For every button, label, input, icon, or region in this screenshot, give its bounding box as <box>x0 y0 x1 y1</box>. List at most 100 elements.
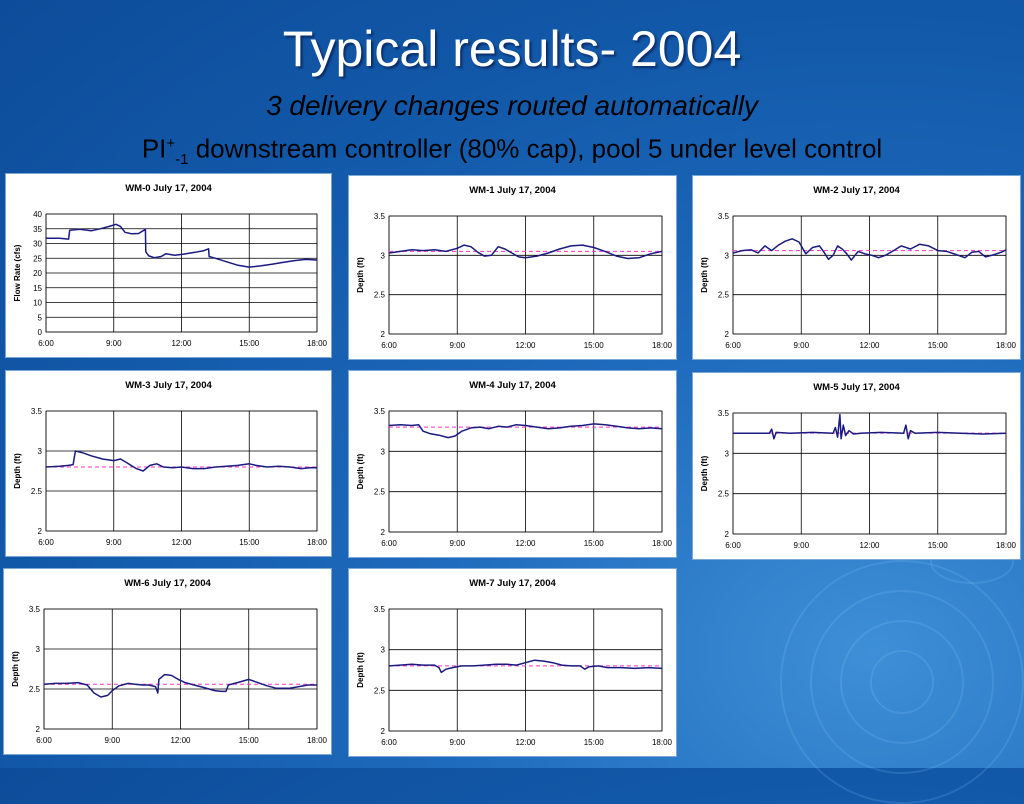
wm2-ytick-label: 2 <box>725 330 730 339</box>
wm2-ytick-label: 2.5 <box>718 291 730 300</box>
wm7-series-line <box>388 659 663 674</box>
wm6-xtick-label: 9:00 <box>104 736 120 745</box>
wm2-xtick-label: 6:00 <box>725 341 741 350</box>
wm4-ytick-label: 3 <box>381 447 386 456</box>
wm3-xtick-label: 15:00 <box>239 538 260 547</box>
wm6-series-line <box>43 673 317 698</box>
wm5-xtick-label: 6:00 <box>725 541 741 550</box>
wm5-xtick-label: 12:00 <box>859 541 880 550</box>
wm6-title: WM-6 July 17, 2004 <box>124 578 211 589</box>
wm3-series-line <box>45 450 317 472</box>
wm2-xtick-label: 9:00 <box>793 341 809 350</box>
wm3-xtick-label: 9:00 <box>106 538 122 547</box>
wm3-title: WM-3 July 17, 2004 <box>125 380 212 391</box>
wm4-ytick-label: 2 <box>381 528 386 537</box>
wm7-ytick-label: 3.5 <box>374 605 386 614</box>
chart-wm6: WM-6 July 17, 2004 2 2.5 3 3.5 6:00 9:00 12:00 1… <box>11 578 328 745</box>
chart-wm0: WM-0 July 17, 2004 0 5 10 15 20 25 30 35 40 6:00 9:… <box>13 183 328 348</box>
wm0-xtick-label: 9:00 <box>106 339 122 348</box>
wm6-ytick-label: 2 <box>36 725 41 734</box>
wm0-ytick-label: 40 <box>33 210 42 219</box>
wm4-xtick-label: 12:00 <box>515 539 536 548</box>
wm0-series-line <box>46 223 318 268</box>
wm0-xtick-label: 15:00 <box>239 339 260 348</box>
wm1-series-line <box>388 244 663 260</box>
wm5-series-line <box>733 413 1007 440</box>
chart-panel-wm6: WM-6 July 17, 2004 2 2.5 3 3.5 6:00 9:00 12:00 1… <box>3 568 332 755</box>
wm5-xtick-label: 9:00 <box>793 541 809 550</box>
wm4-series-line <box>388 423 663 439</box>
controller-description: downstream controller (80% cap), pool 5 … <box>188 133 883 164</box>
wm2-xtick-label: 15:00 <box>928 341 949 350</box>
wm6-ytick-label: 3.5 <box>29 605 41 614</box>
slide-title: Typical results- 2004 <box>282 21 742 77</box>
wm0-ylabel: Flow Rate (cfs) <box>13 244 22 301</box>
wm3-ytick-label: 2 <box>38 527 43 536</box>
wm1-xtick-label: 18:00 <box>652 341 673 350</box>
wm5-xtick-label: 18:00 <box>996 541 1017 550</box>
chart-panel-wm7: WM-7 July 17, 2004 2 2.5 3 3.5 6:00 9:00 12:00 1… <box>348 568 677 757</box>
wm3-ytick-label: 3.5 <box>31 407 43 416</box>
wm7-ytick-label: 3 <box>381 646 386 655</box>
wm0-ytick-label: 30 <box>33 240 42 249</box>
wm4-xtick-label: 18:00 <box>652 539 673 548</box>
wm4-title: WM-4 July 17, 2004 <box>469 380 556 391</box>
wm6-ylabel: Depth (ft) <box>11 651 20 687</box>
wm1-ytick-label: 2.5 <box>374 291 386 300</box>
wm2-ytick-label: 3 <box>725 251 730 260</box>
chart-wm7: WM-7 July 17, 2004 2 2.5 3 3.5 6:00 9:00 12:00 1… <box>356 578 673 747</box>
wm0-xtick-label: 6:00 <box>38 339 54 348</box>
wm6-xtick-label: 18:00 <box>307 736 328 745</box>
wm7-xtick-label: 6:00 <box>381 738 397 747</box>
wm7-xtick-label: 18:00 <box>652 738 673 747</box>
wm4-xtick-label: 15:00 <box>584 539 605 548</box>
wm0-ytick-label: 20 <box>33 269 42 278</box>
wm1-xtick-label: 9:00 <box>449 341 465 350</box>
wm7-ylabel: Depth (ft) <box>356 652 365 688</box>
wm4-xtick-label: 9:00 <box>449 539 465 548</box>
wm5-ytick-label: 2.5 <box>718 490 730 499</box>
wm1-xtick-label: 12:00 <box>515 341 536 350</box>
wm7-title: WM-7 July 17, 2004 <box>469 578 556 589</box>
wm7-ytick-label: 2.5 <box>374 686 386 695</box>
controller-prefix: PI <box>141 133 167 164</box>
wm3-xtick-label: 6:00 <box>38 538 54 547</box>
wm6-ytick-label: 2.5 <box>29 685 41 694</box>
wm7-xtick-label: 9:00 <box>449 738 465 747</box>
wm2-xtick-label: 12:00 <box>859 341 880 350</box>
wm5-title: WM-5 July 17, 2004 <box>813 382 900 393</box>
wm5-ytick-label: 2 <box>725 530 730 539</box>
chart-wm3: WM-3 July 17, 2004 2 2.5 3 3.5 6:00 9:00 12:00 1… <box>13 380 328 547</box>
chart-wm1: WM-1 July 17, 2004 2 2.5 3 3.5 6:00 9:00 12:00 1… <box>356 185 673 350</box>
wm5-xtick-label: 15:00 <box>928 541 949 550</box>
chart-wm2: WM-2 July 17, 2004 2 2.5 3 3.5 6:00 9:00 12:00 1… <box>700 185 1017 350</box>
wm3-ytick-label: 2.5 <box>31 487 43 496</box>
wm1-xtick-label: 6:00 <box>381 341 397 350</box>
wm6-ytick-label: 3 <box>36 645 41 654</box>
wm6-xtick-label: 12:00 <box>170 736 191 745</box>
chart-panel-wm4: WM-4 July 17, 2004 2 2.5 3 3.5 6:00 9:00 12:00 1… <box>348 370 677 558</box>
wm4-ytick-label: 2.5 <box>374 488 386 497</box>
wm0-ytick-label: 25 <box>33 254 42 263</box>
wm2-ylabel: Depth (ft) <box>700 257 709 293</box>
slide-subtitle-controller: PI+-1 downstream controller (80% cap), p… <box>0 128 1024 176</box>
wm5-ylabel: Depth (ft) <box>700 455 709 491</box>
chart-wm4: WM-4 July 17, 2004 2 2.5 3 3.5 6:00 9:00 12:00 1… <box>356 380 673 548</box>
wm1-ytick-label: 2 <box>381 330 386 339</box>
chart-panel-wm5: WM-5 July 17, 2004 2 2.5 3 3.5 6:00 9:00 12:00 1… <box>692 372 1021 560</box>
wm1-title: WM-1 July 17, 2004 <box>469 185 556 196</box>
chart-panel-wm1: WM-1 July 17, 2004 2 2.5 3 3.5 6:00 9:00 12:00 1… <box>348 175 677 360</box>
wm2-xtick-label: 18:00 <box>996 341 1017 350</box>
wm1-ylabel: Depth (ft) <box>356 257 365 293</box>
wm0-xtick-label: 12:00 <box>171 339 192 348</box>
wm0-ytick-label: 0 <box>38 328 43 337</box>
chart-panel-wm2: WM-2 July 17, 2004 2 2.5 3 3.5 6:00 9:00 12:00 1… <box>692 175 1021 360</box>
wm5-ytick-label: 3.5 <box>718 409 730 418</box>
wm5-ytick-label: 3 <box>725 449 730 458</box>
wm0-title: WM-0 July 17, 2004 <box>125 183 212 194</box>
wm7-xtick-label: 12:00 <box>515 738 536 747</box>
wm1-ytick-label: 3.5 <box>374 212 386 221</box>
wm0-ytick-label: 35 <box>33 225 42 234</box>
wm1-xtick-label: 15:00 <box>584 341 605 350</box>
wm4-ytick-label: 3.5 <box>374 407 386 416</box>
